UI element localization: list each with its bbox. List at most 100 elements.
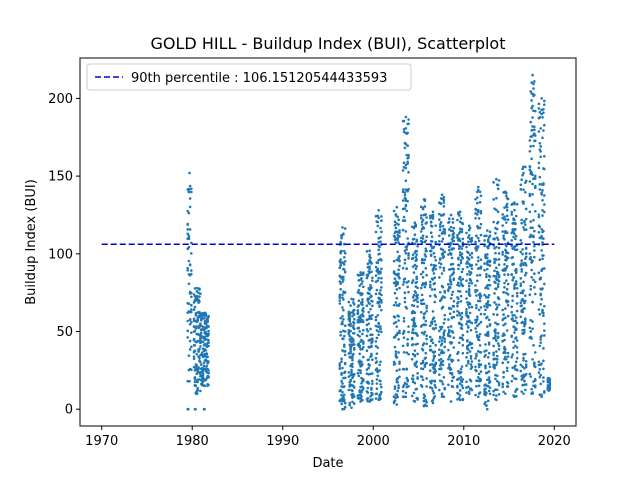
data-point [543, 282, 546, 286]
data-point [341, 306, 344, 309]
data-point [520, 304, 523, 307]
data-point [488, 303, 492, 307]
data-point [428, 369, 432, 372]
data-point [407, 330, 410, 334]
data-point [533, 184, 537, 188]
data-point [349, 378, 352, 382]
data-point [413, 381, 417, 385]
data-point [506, 197, 510, 201]
data-point [341, 322, 344, 326]
data-point [423, 330, 427, 334]
data-point [398, 235, 401, 238]
data-point [519, 250, 523, 254]
data-point [496, 238, 500, 242]
data-point [414, 267, 418, 271]
data-point [193, 287, 197, 290]
data-point [413, 263, 417, 267]
data-point [192, 339, 196, 342]
data-point [371, 379, 374, 383]
data-point [524, 228, 528, 231]
data-point [539, 382, 542, 386]
data-point [360, 381, 363, 385]
data-point [530, 106, 533, 110]
data-point [478, 190, 482, 194]
data-point [347, 375, 351, 378]
data-point [460, 247, 464, 250]
data-point [460, 380, 464, 383]
data-point [532, 218, 535, 222]
data-point [375, 378, 379, 381]
data-point [533, 379, 537, 382]
data-point [470, 346, 474, 350]
data-point [506, 385, 510, 388]
data-point [529, 220, 533, 223]
data-point [366, 329, 370, 333]
data-point [457, 321, 461, 325]
data-point [370, 294, 373, 298]
data-point [514, 228, 517, 231]
data-point [377, 248, 380, 252]
data-point [496, 271, 500, 274]
data-point [440, 272, 444, 275]
data-point [467, 392, 471, 395]
data-point [393, 220, 397, 224]
data-point [487, 343, 491, 346]
data-point [497, 246, 501, 250]
data-point [515, 350, 519, 354]
data-point [438, 266, 442, 269]
data-point [447, 220, 451, 224]
data-point [530, 387, 533, 391]
data-point [377, 216, 380, 220]
data-point [466, 361, 470, 365]
data-point [465, 364, 468, 367]
data-point [375, 360, 379, 363]
data-point [356, 371, 360, 375]
data-point [190, 304, 193, 307]
data-point [192, 357, 196, 361]
data-point [407, 325, 410, 328]
data-point [514, 377, 518, 381]
data-point [356, 309, 360, 312]
data-point [370, 317, 373, 321]
data-point [537, 230, 541, 234]
data-point [204, 349, 208, 352]
data-point [524, 262, 527, 265]
data-point [533, 351, 537, 354]
data-point [449, 241, 453, 245]
data-point [431, 278, 435, 281]
data-point [495, 361, 499, 364]
data-point [190, 308, 193, 311]
data-point [195, 392, 199, 395]
data-point [447, 383, 450, 387]
data-point [488, 259, 492, 263]
data-point [532, 240, 535, 244]
data-point [438, 276, 441, 279]
data-point [494, 281, 497, 284]
data-point [505, 231, 509, 234]
data-point [541, 209, 544, 212]
data-point [487, 278, 491, 282]
data-point [447, 248, 451, 252]
data-point [207, 314, 210, 318]
data-point [538, 110, 542, 114]
data-point [474, 393, 477, 397]
data-point [450, 379, 454, 383]
data-point [416, 342, 419, 346]
data-point [466, 339, 469, 342]
data-point [501, 308, 504, 312]
y-tick-label: 150 [48, 170, 73, 185]
data-point [338, 299, 342, 302]
legend-box [86, 63, 412, 91]
data-point [207, 371, 210, 375]
data-point [485, 404, 488, 407]
data-point [365, 334, 369, 338]
data-point [529, 318, 533, 322]
data-point [411, 279, 415, 282]
data-point [533, 93, 536, 97]
data-point [424, 247, 428, 250]
data-point [423, 395, 427, 398]
data-point [524, 179, 528, 183]
data-point [343, 353, 347, 357]
data-point [416, 244, 419, 248]
data-point [503, 338, 506, 342]
